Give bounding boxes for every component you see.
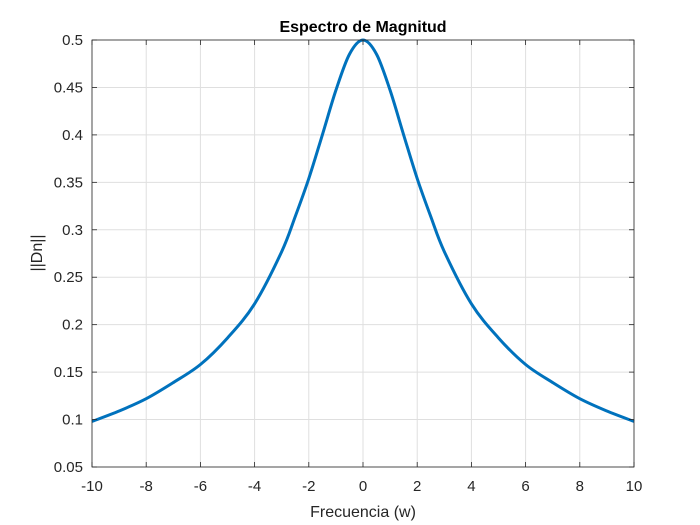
x-tick-label: -8	[140, 478, 153, 495]
y-tick-label: 0.15	[54, 364, 83, 381]
y-tick-label: 0.5	[62, 32, 83, 49]
y-tick-label: 0.05	[54, 459, 83, 476]
x-tick-label: -6	[194, 478, 207, 495]
y-tick-label: 0.2	[62, 317, 83, 334]
x-tick-label: 10	[626, 478, 643, 495]
ticks	[91, 39, 635, 468]
y-axis-label: ||Dn||	[29, 234, 46, 271]
y-tick-label: 0.4	[62, 127, 83, 144]
y-tick-label: 0.35	[54, 174, 83, 191]
x-tick-label: 6	[521, 478, 529, 495]
y-tick-label: 0.3	[62, 222, 83, 239]
y-tick-label: 0.45	[54, 79, 83, 96]
x-tick-label: -10	[81, 478, 103, 495]
x-tick-labels: -10 -8 -6 -4 -2 0 2 4 6 8 10	[81, 478, 642, 495]
chart-title: Espectro de Magnitud	[279, 19, 446, 36]
y-tick-labels: 0.05 0.1 0.15 0.2 0.25 0.3 0.35 0.4 0.45 0.5	[54, 32, 83, 476]
y-tick-label: 0.1	[62, 412, 83, 429]
x-tick-label: 4	[467, 478, 475, 495]
x-axis-label: Frecuencia (w)	[310, 504, 416, 521]
x-tick-label: 0	[359, 478, 367, 495]
x-tick-label: -2	[302, 478, 315, 495]
x-tick-label: 2	[413, 478, 421, 495]
y-tick-label: 0.25	[54, 269, 83, 286]
x-tick-label: -4	[248, 478, 261, 495]
x-tick-label: 8	[576, 478, 584, 495]
